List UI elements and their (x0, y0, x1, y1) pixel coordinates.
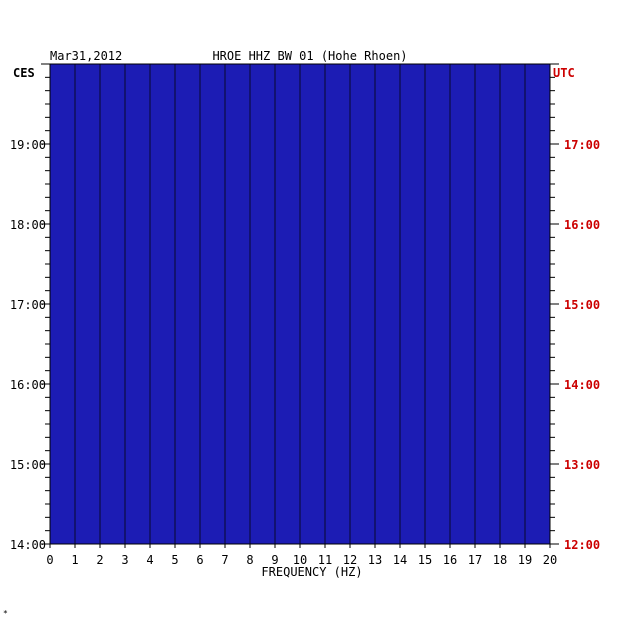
chart-title: HROE HHZ BW 01 (Hohe Rhoen) (212, 49, 407, 63)
spectrogram-plot-area (49, 63, 551, 545)
right-timezone-label: UTC (553, 66, 575, 80)
chart-date: Mar31,2012 (50, 49, 122, 63)
left-timezone-label: CES (13, 66, 35, 80)
